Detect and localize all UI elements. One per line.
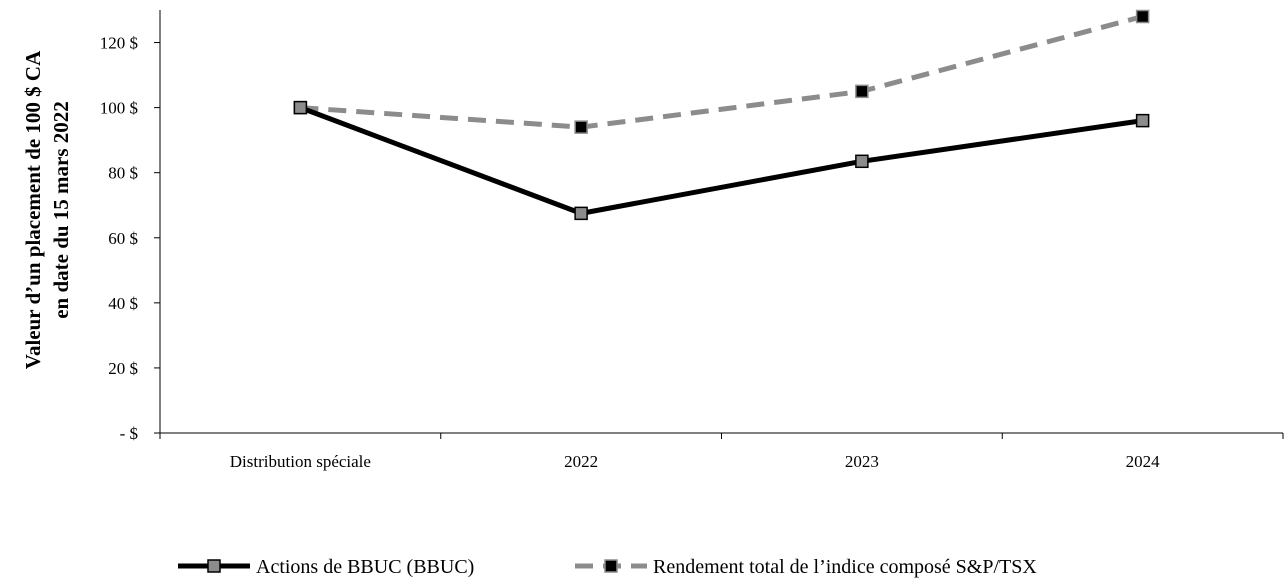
x-tick-label: Distribution spéciale <box>230 452 371 471</box>
y-tick-label: 120 $ <box>100 34 138 53</box>
x-tick-label: 2023 <box>845 452 879 471</box>
axes: - $ 20 $ 40 $ 60 $ 80 $ 100 $ 120 $ Distributio… <box>100 10 1284 471</box>
series-line <box>299 105 1143 216</box>
y-tick-label: 60 $ <box>108 229 138 248</box>
data-point-marker <box>574 120 588 134</box>
data-point-marker <box>293 100 308 115</box>
x-tick-label: 2024 <box>1126 452 1161 471</box>
data-point-marker <box>1135 9 1150 24</box>
y-tick-label: 20 $ <box>108 359 138 378</box>
y-axis-title-line-1: Valeur d’un placement de 100 $ CA <box>21 50 45 369</box>
y-axis-title: Valeur d’un placement de 100 $ CA en dat… <box>21 50 73 369</box>
y-axis-title-line-2: en date du 15 mars 2022 <box>49 101 73 319</box>
series-line <box>300 14 1144 130</box>
legend: Actions de BBUC (BBUC) Rendement total de… <box>178 556 1037 578</box>
data-point-marker <box>574 206 588 221</box>
y-tick-label: 40 $ <box>108 294 138 313</box>
legend-marker <box>604 559 618 573</box>
legend-marker <box>207 559 221 573</box>
legend-label: Rendement total de l’indice composé S&P/… <box>653 556 1037 578</box>
plot-area <box>293 9 1150 221</box>
x-tick-label: 2022 <box>564 452 598 471</box>
data-point-marker <box>855 84 869 99</box>
data-point-marker <box>1135 113 1150 128</box>
y-tick-label: 100 $ <box>100 99 138 118</box>
data-point-marker <box>855 154 869 169</box>
legend-label: Actions de BBUC (BBUC) <box>256 556 474 578</box>
y-tick-label: 80 $ <box>108 164 138 183</box>
y-tick-label: - $ <box>120 424 138 443</box>
